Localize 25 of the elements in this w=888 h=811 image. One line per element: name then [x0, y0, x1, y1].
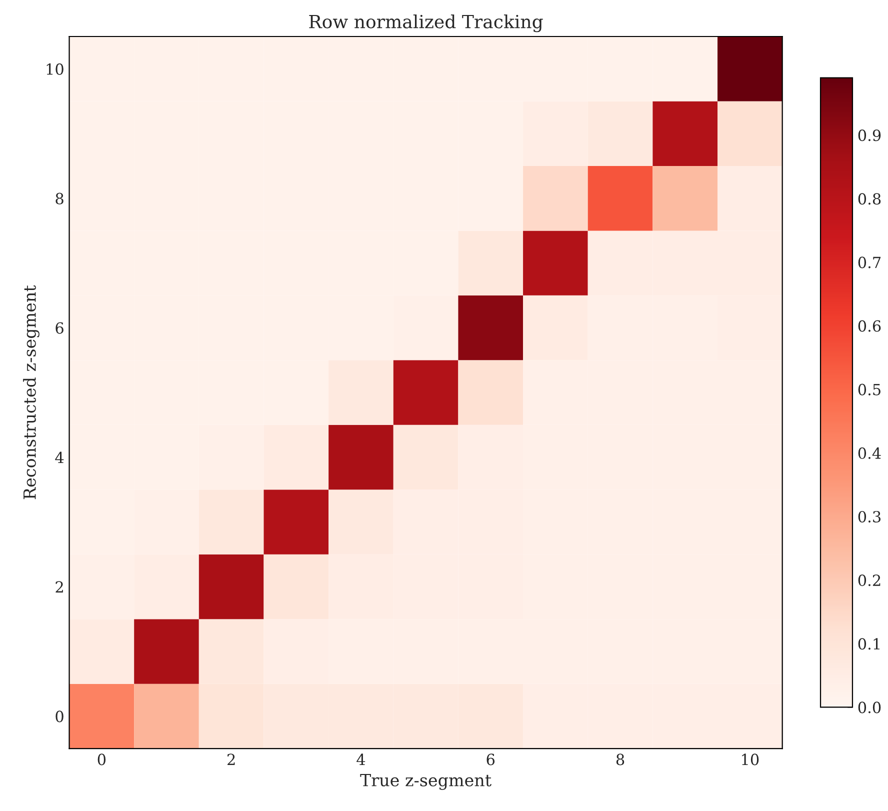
- y-tick-label: 8: [56, 192, 64, 204]
- color-bar-label: 0.6: [858, 320, 881, 332]
- x-tick-label: 0: [98, 754, 106, 766]
- x-tick-label: 4: [356, 754, 366, 766]
- y-tick-label: 0: [56, 710, 64, 722]
- y-tick-label: 2: [56, 581, 63, 593]
- x-axis-title: True z-segment: [360, 774, 492, 790]
- color-bar-label: 0.9: [858, 130, 881, 142]
- y-tick-label: 10: [46, 63, 64, 75]
- x-tick-label: 6: [486, 754, 495, 766]
- color-bar-label: 0.3: [858, 510, 881, 523]
- x-tick-label: 8: [616, 754, 624, 766]
- chart-title: Row normalized Tracking: [309, 14, 543, 32]
- x-tick-label: 10: [742, 754, 759, 766]
- color-bar-label: 0.2: [858, 574, 880, 586]
- color-bar-label: 0.5: [858, 384, 880, 396]
- color-bar-label: 0.4: [858, 447, 881, 459]
- y-tick-label: 6: [56, 322, 64, 334]
- color-bar-label: 0.7: [858, 256, 881, 268]
- color-bar-label: 0.1: [858, 638, 880, 650]
- y-tick-label: 4: [55, 452, 64, 464]
- color-bar-label: 0.8: [858, 193, 881, 205]
- color-bar-label: 0.0: [858, 702, 881, 714]
- x-tick-label: 2: [228, 754, 235, 766]
- y-axis-title: Reconstructed z-segment: [23, 285, 40, 500]
